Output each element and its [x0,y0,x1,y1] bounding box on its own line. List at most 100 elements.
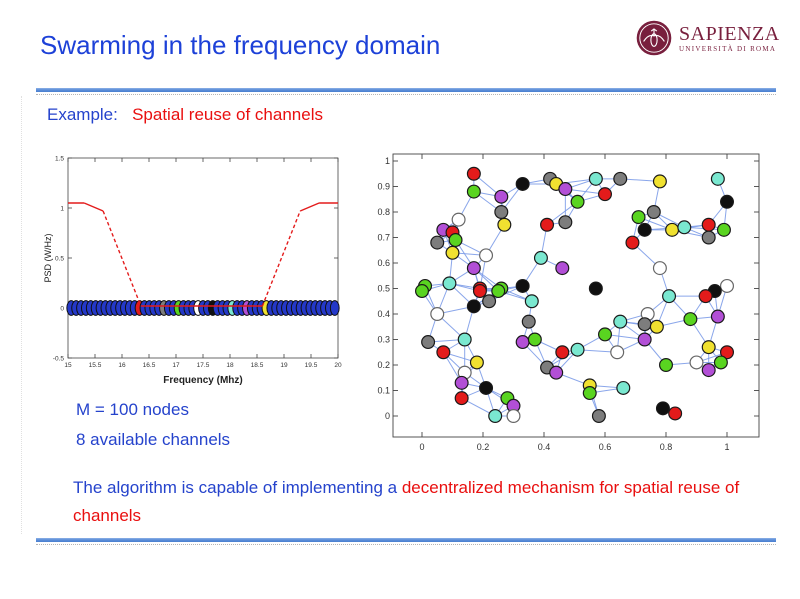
conclusion-red-text: decentralized mechanism for spatial reus… [73,478,740,525]
network-node [558,215,573,230]
network-node [665,222,680,237]
network-node [701,340,716,355]
network-axes: 0 0.2 0.4 0.6 0.8 1 0 0.1 0.2 0.3 0.4 0.5 0.6 0.7 0.8 0… [377,153,760,452]
svg-text:-0.5: -0.5 [53,356,65,363]
example-text: Spatial reuse of channels [132,105,323,124]
network-node [689,355,704,370]
network-node [646,204,661,219]
channel-marker [329,300,340,316]
network-node [454,391,469,406]
network-node [430,307,445,322]
network-node [616,380,631,395]
network-node [466,184,481,199]
network-node [591,409,606,424]
network-node [506,409,521,424]
network-node [720,278,735,293]
network-node [472,284,487,299]
nodes-count-text: M = 100 nodes [76,400,189,419]
content-frame-line [21,96,22,534]
network-node [442,276,457,291]
network-node [668,406,683,421]
network-node [720,194,735,209]
svg-text:0.5: 0.5 [55,256,64,263]
network-node [588,281,603,296]
network-node [466,166,481,181]
network-node [649,319,664,334]
network-node [613,171,628,186]
network-node [652,174,667,189]
network-node [625,235,640,250]
network-node [637,222,652,237]
top-divider-dotted-line [36,94,776,95]
network-node [701,363,716,378]
network-node [610,345,625,360]
network-topology-chart: 0 0.2 0.4 0.6 0.8 1 0 0.1 0.2 0.3 0.4 0.5 0.6 0.7 0.8 0… [375,146,777,462]
network-node [479,248,494,263]
network-node [494,189,509,204]
svg-text:0.4: 0.4 [377,309,390,319]
network-node [540,217,555,232]
network-node [555,261,570,276]
network-node [652,261,667,276]
network-node [701,217,716,232]
svg-text:0.4: 0.4 [538,442,551,452]
top-divider-bar [36,88,776,92]
network-node [570,194,585,209]
svg-text:1.5: 1.5 [55,156,64,163]
svg-text:0.3: 0.3 [377,335,390,345]
bottom-divider-dotted-line [36,544,776,545]
network-node [491,284,506,299]
svg-text:15: 15 [64,362,72,369]
network-node [683,312,698,327]
sapienza-emblem-icon [636,20,672,56]
network-node [570,342,585,357]
svg-text:0.8: 0.8 [377,207,390,217]
svg-text:0.7: 0.7 [377,233,390,243]
svg-text:0.9: 0.9 [377,182,390,192]
network-node [515,278,530,293]
network-node [720,345,735,360]
svg-text:17.5: 17.5 [197,362,210,369]
network-node [448,233,463,248]
network-node [598,187,613,202]
network-node [655,401,670,416]
conclusion-blue-text: The algorithm is capable of implementing… [73,478,402,497]
svg-text:0.6: 0.6 [599,442,612,452]
svg-text:20: 20 [334,362,342,369]
svg-text:0.5: 0.5 [377,284,390,294]
svg-text:PSD (W/Hz): PSD (W/Hz) [43,234,53,283]
network-node [613,314,628,329]
network-node [466,299,481,314]
svg-text:0: 0 [419,442,424,452]
network-node [482,294,497,309]
network-node [716,222,731,237]
svg-text:18.5: 18.5 [251,362,264,369]
psd-axes: 15 15.5 16 16.5 17 17.5 18 18.5 19 19.5 20 -0.5 0 0.5… [43,156,342,387]
network-node [521,314,536,329]
logo-institution-name: SAPIENZA [679,23,780,45]
channels-count-text: 8 available channels [76,430,231,449]
network-node [457,332,472,347]
psd-frequency-chart: 15 15.5 16 16.5 17 17.5 18 18.5 19 19.5 20 -0.5 0 0.5… [42,148,374,396]
svg-text:19: 19 [280,362,288,369]
svg-text:0.2: 0.2 [377,360,390,370]
network-node [454,375,469,390]
network-node [582,386,597,401]
svg-text:16: 16 [118,362,126,369]
network-node [598,327,613,342]
network-node [479,380,494,395]
svg-text:17: 17 [172,362,180,369]
network-node [533,250,548,265]
svg-text:1: 1 [724,442,729,452]
network-node [637,332,652,347]
svg-text:0.1: 0.1 [377,386,390,396]
network-node [421,335,436,350]
network-node [515,176,530,191]
svg-text:Frequency (Mhz): Frequency (Mhz) [163,375,242,386]
network-node [662,289,677,304]
network-nodes [414,166,735,424]
svg-text:0.2: 0.2 [477,442,490,452]
network-node [588,171,603,186]
svg-text:1: 1 [60,206,64,213]
network-node [701,230,716,245]
